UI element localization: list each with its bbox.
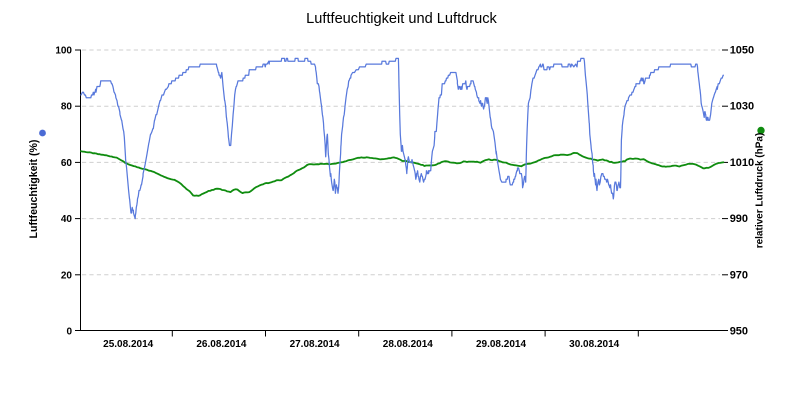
svg-text:100: 100 xyxy=(55,46,72,57)
svg-text:relativer Luftdruck (hPa): relativer Luftdruck (hPa) xyxy=(755,133,766,249)
svg-text:27.08.2014: 27.08.2014 xyxy=(290,339,340,350)
svg-text:970: 970 xyxy=(730,269,748,281)
svg-text:26.08.2014: 26.08.2014 xyxy=(196,339,246,350)
svg-text:30.08.2014: 30.08.2014 xyxy=(569,339,619,350)
svg-text:20: 20 xyxy=(61,270,73,281)
svg-text:1010: 1010 xyxy=(730,157,754,169)
svg-text:Luftfeuchtigkeit (%): Luftfeuchtigkeit (%) xyxy=(28,140,40,239)
svg-text:40: 40 xyxy=(61,214,73,225)
svg-text:0: 0 xyxy=(66,327,72,338)
svg-text:1050: 1050 xyxy=(730,45,754,57)
svg-text:25.08.2014: 25.08.2014 xyxy=(103,339,153,350)
svg-text:990: 990 xyxy=(730,213,748,225)
svg-text:80: 80 xyxy=(61,102,73,113)
svg-text:1030: 1030 xyxy=(730,101,754,113)
svg-text:60: 60 xyxy=(61,158,73,169)
svg-text:29.08.2014: 29.08.2014 xyxy=(476,339,526,350)
svg-text:950: 950 xyxy=(730,326,748,338)
svg-text:28.08.2014: 28.08.2014 xyxy=(383,339,433,350)
svg-text:Luftfeuchtigkeit und Luftdruck: Luftfeuchtigkeit und Luftdruck xyxy=(306,11,497,27)
